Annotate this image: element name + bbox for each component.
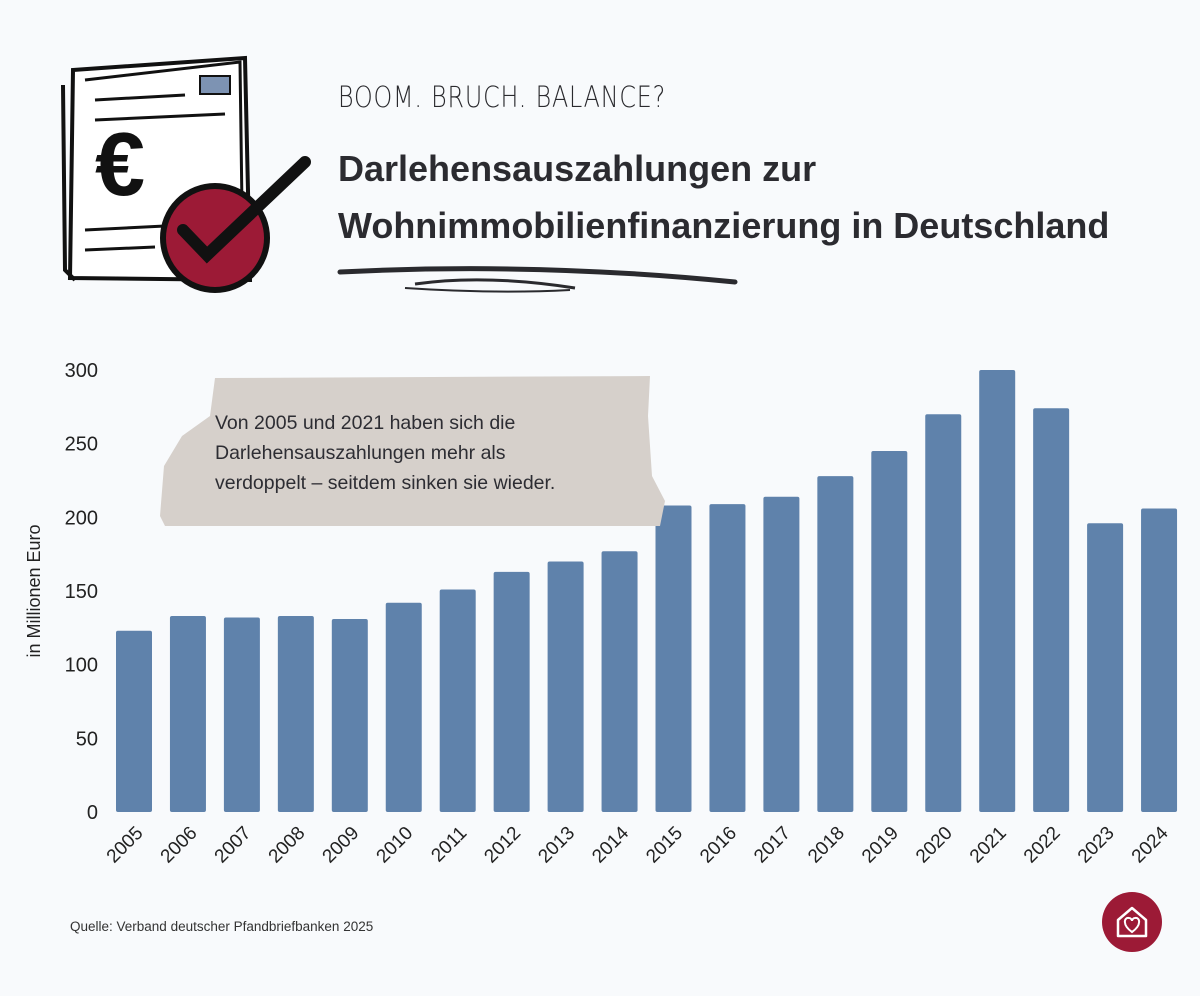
y-tick-label: 300 — [65, 360, 98, 382]
title-line: Darlehensauszahlungen zur — [338, 148, 817, 189]
x-tick-label: 2022 — [1020, 823, 1065, 868]
bar — [1087, 523, 1124, 812]
x-tick-label: 2019 — [858, 823, 903, 868]
bar — [547, 561, 584, 812]
bar — [116, 630, 152, 812]
bar — [439, 589, 476, 812]
x-tick-label: 2005 — [103, 823, 148, 868]
bar — [277, 616, 314, 812]
bar — [1033, 408, 1070, 812]
x-tick-label: 2006 — [157, 823, 202, 868]
svg-text:€: € — [95, 115, 145, 215]
annotation-line: Darlehensauszahlungen mehr als — [215, 442, 506, 464]
y-tick-label: 100 — [65, 655, 98, 677]
bar — [223, 617, 260, 812]
brush-underline — [337, 266, 738, 293]
annotation-paper — [160, 376, 665, 526]
bar — [385, 602, 422, 812]
bar — [169, 616, 206, 812]
x-tick-label: 2015 — [642, 823, 687, 868]
y-tick-label: 200 — [65, 507, 98, 529]
bar — [925, 414, 962, 812]
house-heart-icon — [1102, 892, 1162, 952]
y-tick-label: 150 — [65, 581, 98, 603]
y-tick-label: 250 — [65, 434, 98, 456]
annotation-line: Von 2005 und 2021 haben sich die — [215, 412, 516, 434]
annotation-line: verdoppelt – seitdem sinken sie wieder. — [215, 472, 556, 494]
bar — [763, 496, 800, 812]
kicker: BOOM. BRUCH. BALANCE? — [338, 80, 667, 114]
x-tick-label: 2021 — [966, 823, 1011, 868]
x-tick-label: 2013 — [534, 823, 579, 868]
x-tick-label: 2024 — [1128, 822, 1173, 867]
page-title: Darlehensauszahlungen zur Wohnimmobilien… — [338, 140, 1109, 254]
bar — [493, 571, 530, 812]
x-tick-label: 2018 — [804, 823, 849, 868]
bar — [601, 551, 638, 812]
bar — [817, 476, 854, 812]
x-tick-label: 2016 — [696, 823, 741, 868]
x-tick-label: 2020 — [912, 823, 957, 868]
x-tick-label: 2014 — [588, 822, 633, 867]
x-tick-label: 2023 — [1074, 823, 1119, 868]
annotation-text: Von 2005 und 2021 haben sich die Darlehe… — [215, 408, 555, 498]
source-note: Quelle: Verband deutscher Pfandbriefbank… — [70, 919, 374, 934]
x-tick-label: 2008 — [265, 823, 310, 868]
bar — [655, 505, 692, 812]
bar — [979, 370, 1016, 812]
bar — [709, 504, 746, 812]
x-tick-label: 2009 — [319, 823, 364, 868]
x-tick-label: 2010 — [373, 823, 418, 868]
y-tick-label: 0 — [87, 802, 98, 824]
x-tick-label: 2012 — [480, 823, 525, 868]
y-tick-label: 50 — [76, 728, 98, 750]
euro-document-check-icon: € — [61, 55, 311, 293]
bar — [331, 618, 368, 812]
title-line: Wohnimmobilienfinanzierung in Deutschlan… — [338, 205, 1110, 246]
x-tick-label: 2007 — [211, 823, 256, 868]
bar — [1141, 508, 1178, 812]
x-tick-label: 2011 — [427, 823, 471, 867]
bar — [871, 451, 908, 812]
x-tick-label: 2017 — [750, 823, 795, 868]
y-axis-label: in Millionen Euro — [24, 524, 44, 657]
